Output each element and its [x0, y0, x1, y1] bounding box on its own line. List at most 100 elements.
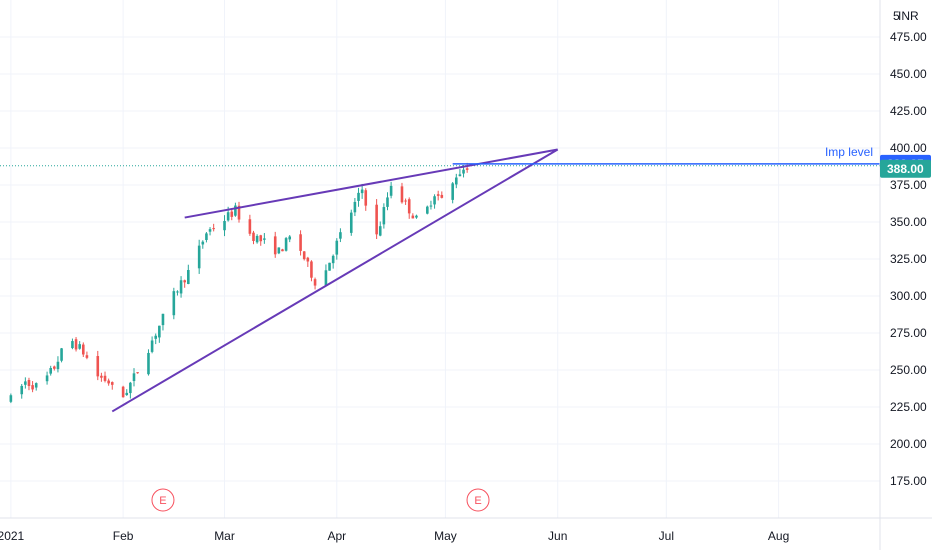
- candle: [20, 383, 24, 399]
- candle-body: [20, 385, 24, 395]
- candle: [81, 342, 85, 357]
- candle: [382, 203, 386, 229]
- candle: [172, 287, 176, 320]
- candle-body: [183, 280, 186, 283]
- candle-body: [415, 215, 418, 218]
- candle: [259, 234, 263, 246]
- candle: [208, 227, 212, 236]
- candle: [179, 276, 183, 298]
- candle: [335, 238, 339, 260]
- candle-body: [248, 219, 252, 234]
- candle: [110, 381, 114, 390]
- y-tick-label: 350.00: [890, 215, 927, 229]
- candle: [404, 198, 407, 205]
- candle: [349, 209, 353, 236]
- candle: [436, 190, 440, 201]
- candle-body: [107, 380, 110, 384]
- candle-body: [24, 381, 27, 385]
- earnings-marker-circle: [466, 488, 490, 512]
- candle-body: [56, 361, 60, 370]
- candle-body: [234, 205, 237, 216]
- earnings-marker-label: E: [159, 495, 166, 507]
- earnings-marker[interactable]: E: [466, 488, 490, 512]
- currency-prefix: 5: [893, 9, 900, 23]
- candle: [263, 233, 266, 244]
- candle: [197, 239, 201, 274]
- candle-body: [411, 215, 415, 219]
- candle-body: [161, 313, 165, 326]
- candle-body: [284, 238, 288, 251]
- candle: [161, 313, 165, 331]
- candle-body: [255, 235, 259, 243]
- x-tick-label: Apr: [327, 529, 346, 543]
- candle: [252, 230, 255, 245]
- candle: [378, 221, 382, 237]
- candle-body: [277, 247, 281, 254]
- candle: [78, 341, 81, 350]
- candle-body: [71, 341, 74, 349]
- candle: [223, 215, 226, 237]
- candle-body: [328, 262, 331, 271]
- last-price-badge: 388.00: [880, 159, 931, 178]
- candle: [201, 240, 205, 249]
- candle-body: [389, 185, 393, 196]
- y-tick-label: 175.00: [890, 474, 927, 488]
- candle: [284, 236, 288, 252]
- candle: [158, 325, 161, 343]
- candle-body: [353, 201, 357, 213]
- candle: [85, 351, 89, 360]
- candle-body: [197, 245, 201, 269]
- candles-layer: [9, 162, 469, 404]
- y-tick-label: 250.00: [890, 363, 927, 377]
- candle-body: [125, 392, 129, 396]
- y-tick-label: 200.00: [890, 437, 927, 451]
- candle: [60, 347, 63, 363]
- last-price-badge-box: [880, 159, 931, 178]
- candle: [281, 248, 284, 252]
- candle-body: [85, 355, 89, 358]
- candle-body: [179, 280, 183, 294]
- candle: [53, 365, 56, 371]
- candle: [360, 183, 364, 199]
- candle: [364, 188, 368, 211]
- candle: [176, 290, 179, 296]
- candle-body: [201, 241, 205, 245]
- candle-body: [49, 367, 52, 374]
- candle-body: [386, 197, 389, 207]
- candle-body: [407, 199, 411, 214]
- candle-body: [45, 375, 49, 382]
- candle-body: [74, 339, 78, 350]
- candle: [187, 264, 190, 285]
- candle: [74, 337, 78, 352]
- candle-body: [103, 375, 107, 381]
- candle-body: [404, 200, 407, 202]
- candle: [440, 191, 444, 199]
- candle: [147, 349, 150, 376]
- candle: [273, 231, 277, 258]
- currency-label[interactable]: INR: [898, 9, 919, 23]
- candle: [324, 264, 328, 286]
- candle: [34, 382, 38, 391]
- candle: [302, 251, 306, 261]
- candle: [121, 385, 125, 398]
- candle: [433, 194, 436, 209]
- candle-body: [436, 194, 440, 196]
- candle-body: [147, 352, 150, 375]
- candle: [255, 234, 259, 244]
- candle-body: [176, 291, 179, 293]
- candle-body: [335, 240, 339, 255]
- candle-body: [451, 183, 454, 200]
- candle-body: [154, 335, 158, 339]
- candle: [400, 182, 404, 204]
- candle: [71, 338, 74, 350]
- earnings-marker[interactable]: E: [151, 488, 175, 512]
- candle-body: [263, 238, 266, 240]
- candle: [454, 173, 458, 189]
- candle-body: [150, 340, 154, 352]
- candle: [451, 182, 454, 204]
- candle: [205, 232, 208, 243]
- candle-body: [34, 383, 38, 388]
